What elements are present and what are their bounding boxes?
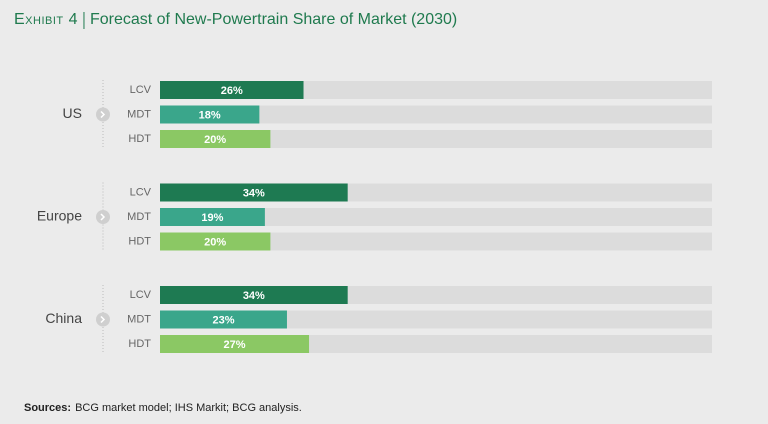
bar	[160, 208, 265, 226]
group-label: US	[63, 105, 82, 121]
bar	[160, 183, 348, 202]
value-label: 20%	[204, 134, 226, 146]
row-label: HDT	[128, 235, 151, 247]
bar	[160, 81, 304, 99]
bar-track	[160, 105, 712, 124]
row-label: MDT	[127, 313, 151, 325]
row-label: HDT	[128, 338, 151, 350]
bar	[160, 105, 260, 124]
chevron	[100, 110, 106, 119]
value-label: 34%	[243, 290, 265, 302]
group-label: China	[45, 310, 82, 326]
value-label: 19%	[201, 212, 223, 224]
bar-track	[160, 208, 712, 226]
row-label: LCV	[130, 289, 152, 301]
row-label: HDT	[128, 133, 151, 145]
bar	[160, 232, 271, 251]
value-label: 27%	[224, 339, 246, 351]
chart-title: Forecast of New-Powertrain Share of Mark…	[90, 11, 457, 28]
value-label: 18%	[199, 109, 221, 121]
row-label: MDT	[127, 108, 151, 120]
row-label: LCV	[130, 84, 152, 96]
exhibit-label: Exhibit 4	[14, 11, 78, 28]
source-label: Sources:	[24, 402, 71, 414]
bar	[160, 286, 348, 304]
chevron	[100, 315, 106, 324]
value-label: 20%	[204, 236, 226, 248]
value-label: 23%	[212, 314, 234, 326]
chevron	[100, 213, 106, 221]
bar-track	[160, 130, 712, 148]
source: BCG market model; IHS Markit; BCG analys…	[75, 402, 302, 414]
row-label: LCV	[130, 186, 152, 198]
value-label: 34%	[243, 187, 265, 199]
bar-track	[160, 232, 712, 251]
bar	[160, 130, 271, 148]
bar-track	[160, 310, 712, 329]
bar	[160, 310, 287, 329]
bar	[160, 335, 310, 353]
value-label: 26%	[221, 85, 243, 97]
group-label: Europe	[37, 208, 82, 224]
row-label: MDT	[127, 211, 151, 223]
